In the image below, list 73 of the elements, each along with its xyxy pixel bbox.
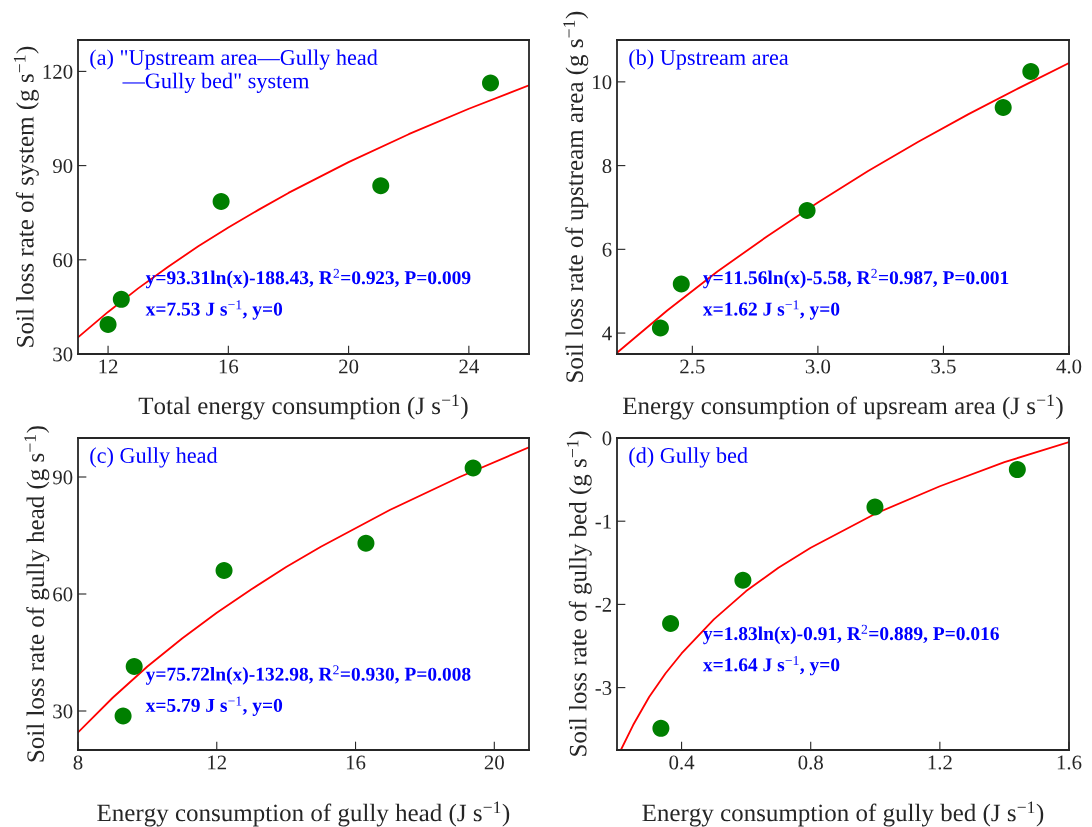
x-axis-title: Energy consumption of gully head (J s$^{−1}$) [97,801,510,827]
annotation: y=75.72ln(x)-132.98, R$^{2}$=0.930, P=0.008 [145,665,471,685]
y-tick-label: 0 [602,431,612,446]
y-tick-label: 60 [53,253,73,268]
annotation: y=11.56ln(x)-5.58, R$^{2}$=0.987, P=0.001 [703,268,1009,289]
annotation: y=93.31ln(x)-188.43, R$^{2}$=0.923, P=0.009 [145,268,471,289]
point [672,275,690,293]
y-tick-label: 6 [602,242,612,257]
point [125,658,143,676]
y-axis-title: Soil loss rate of gully head (g s$^{−1}$) [24,426,50,762]
annotation: y=1.83ln(x)-0.91, R$^{2}$=0.889, P=0.016 [703,624,999,645]
x-tick-label: 4.0 [1056,359,1082,374]
point [994,98,1012,116]
annotation: x=7.53 J s$^{−1}$, y=0 [145,300,283,320]
x-tick-label: 8 [73,755,83,770]
x-tick-label: 12 [99,359,118,374]
x-tick-label: 20 [484,755,504,770]
x-tick-label: 0.4 [669,755,695,770]
point [212,192,230,210]
annotation: (a) "Upstream area—Gully head —Gully bed" system [90,49,378,93]
point [372,177,390,195]
point [215,562,233,580]
y-tick-label: 8 [602,158,612,174]
y-tick-label: 30 [53,704,73,719]
y-axis-title: Soil loss rate of gully bed (g s$^{−1}$) [566,431,592,756]
line-series [78,446,529,734]
x-tick-label: 2.5 [680,359,705,374]
point [464,459,482,477]
x-axis-title: Energy consumption of gully bed (J s$^{−1}$) [642,801,1044,827]
x-axis-title: Energy consumption of upsream area (J s$^{−1}$) [622,394,1063,420]
y-tick-label: 60 [53,587,73,602]
annotation: x=1.64 J s$^{−1}$, y=0 [702,655,840,676]
y-tick-label: -3 [595,681,612,696]
point [357,534,375,552]
annotation: x=5.79 J s$^{−1}$, y=0 [145,696,283,716]
x-tick-label: 3.0 [805,359,831,374]
point [1008,461,1026,479]
y-tick-label: 4 [602,326,612,341]
point [734,571,752,589]
x-tick-label: 3.5 [931,359,956,374]
point [99,315,117,333]
y-tick-label: 90 [52,470,73,485]
point [482,74,500,92]
point [652,719,670,737]
point [798,201,816,219]
x-tick-label: 16 [346,755,366,770]
y-tick-label: 30 [53,347,73,362]
point [114,707,132,725]
x-tick-label: 20 [339,359,359,374]
annotation: (c) Gully head [90,447,218,468]
y-axis-title: Soil loss rate of system (g s$^{−1}$) [13,46,39,347]
point [651,319,669,337]
point [1022,62,1040,80]
y-tick-label: 10 [593,75,612,90]
x-tick-label: 0.8 [798,755,823,770]
point [662,615,680,633]
y-tick-label: 90 [52,158,73,174]
y-tick-label: -2 [595,597,611,612]
y-tick-label: -1 [595,514,611,529]
x-tick-label: 16 [219,359,239,374]
annotation: (d) Gully bed [629,447,748,468]
x-tick-label: 1.6 [1057,755,1082,770]
x-tick-label: 1.2 [928,755,952,770]
y-axis-title: Soil loss rate of upstream area (g s$^{−1}$) [563,11,589,382]
y-tick-label: 120 [43,64,73,79]
line-series [619,441,1069,750]
point [112,290,130,308]
x-tick-label: 24 [459,359,479,374]
x-tick-label: 12 [208,755,227,770]
point [866,498,884,516]
x-axis-title: Total energy consumption (J s$^{−1}$) [138,394,468,420]
annotation: (b) Upstream area [629,49,789,70]
annotation: x=1.62 J s$^{−1}$, y=0 [702,300,840,320]
